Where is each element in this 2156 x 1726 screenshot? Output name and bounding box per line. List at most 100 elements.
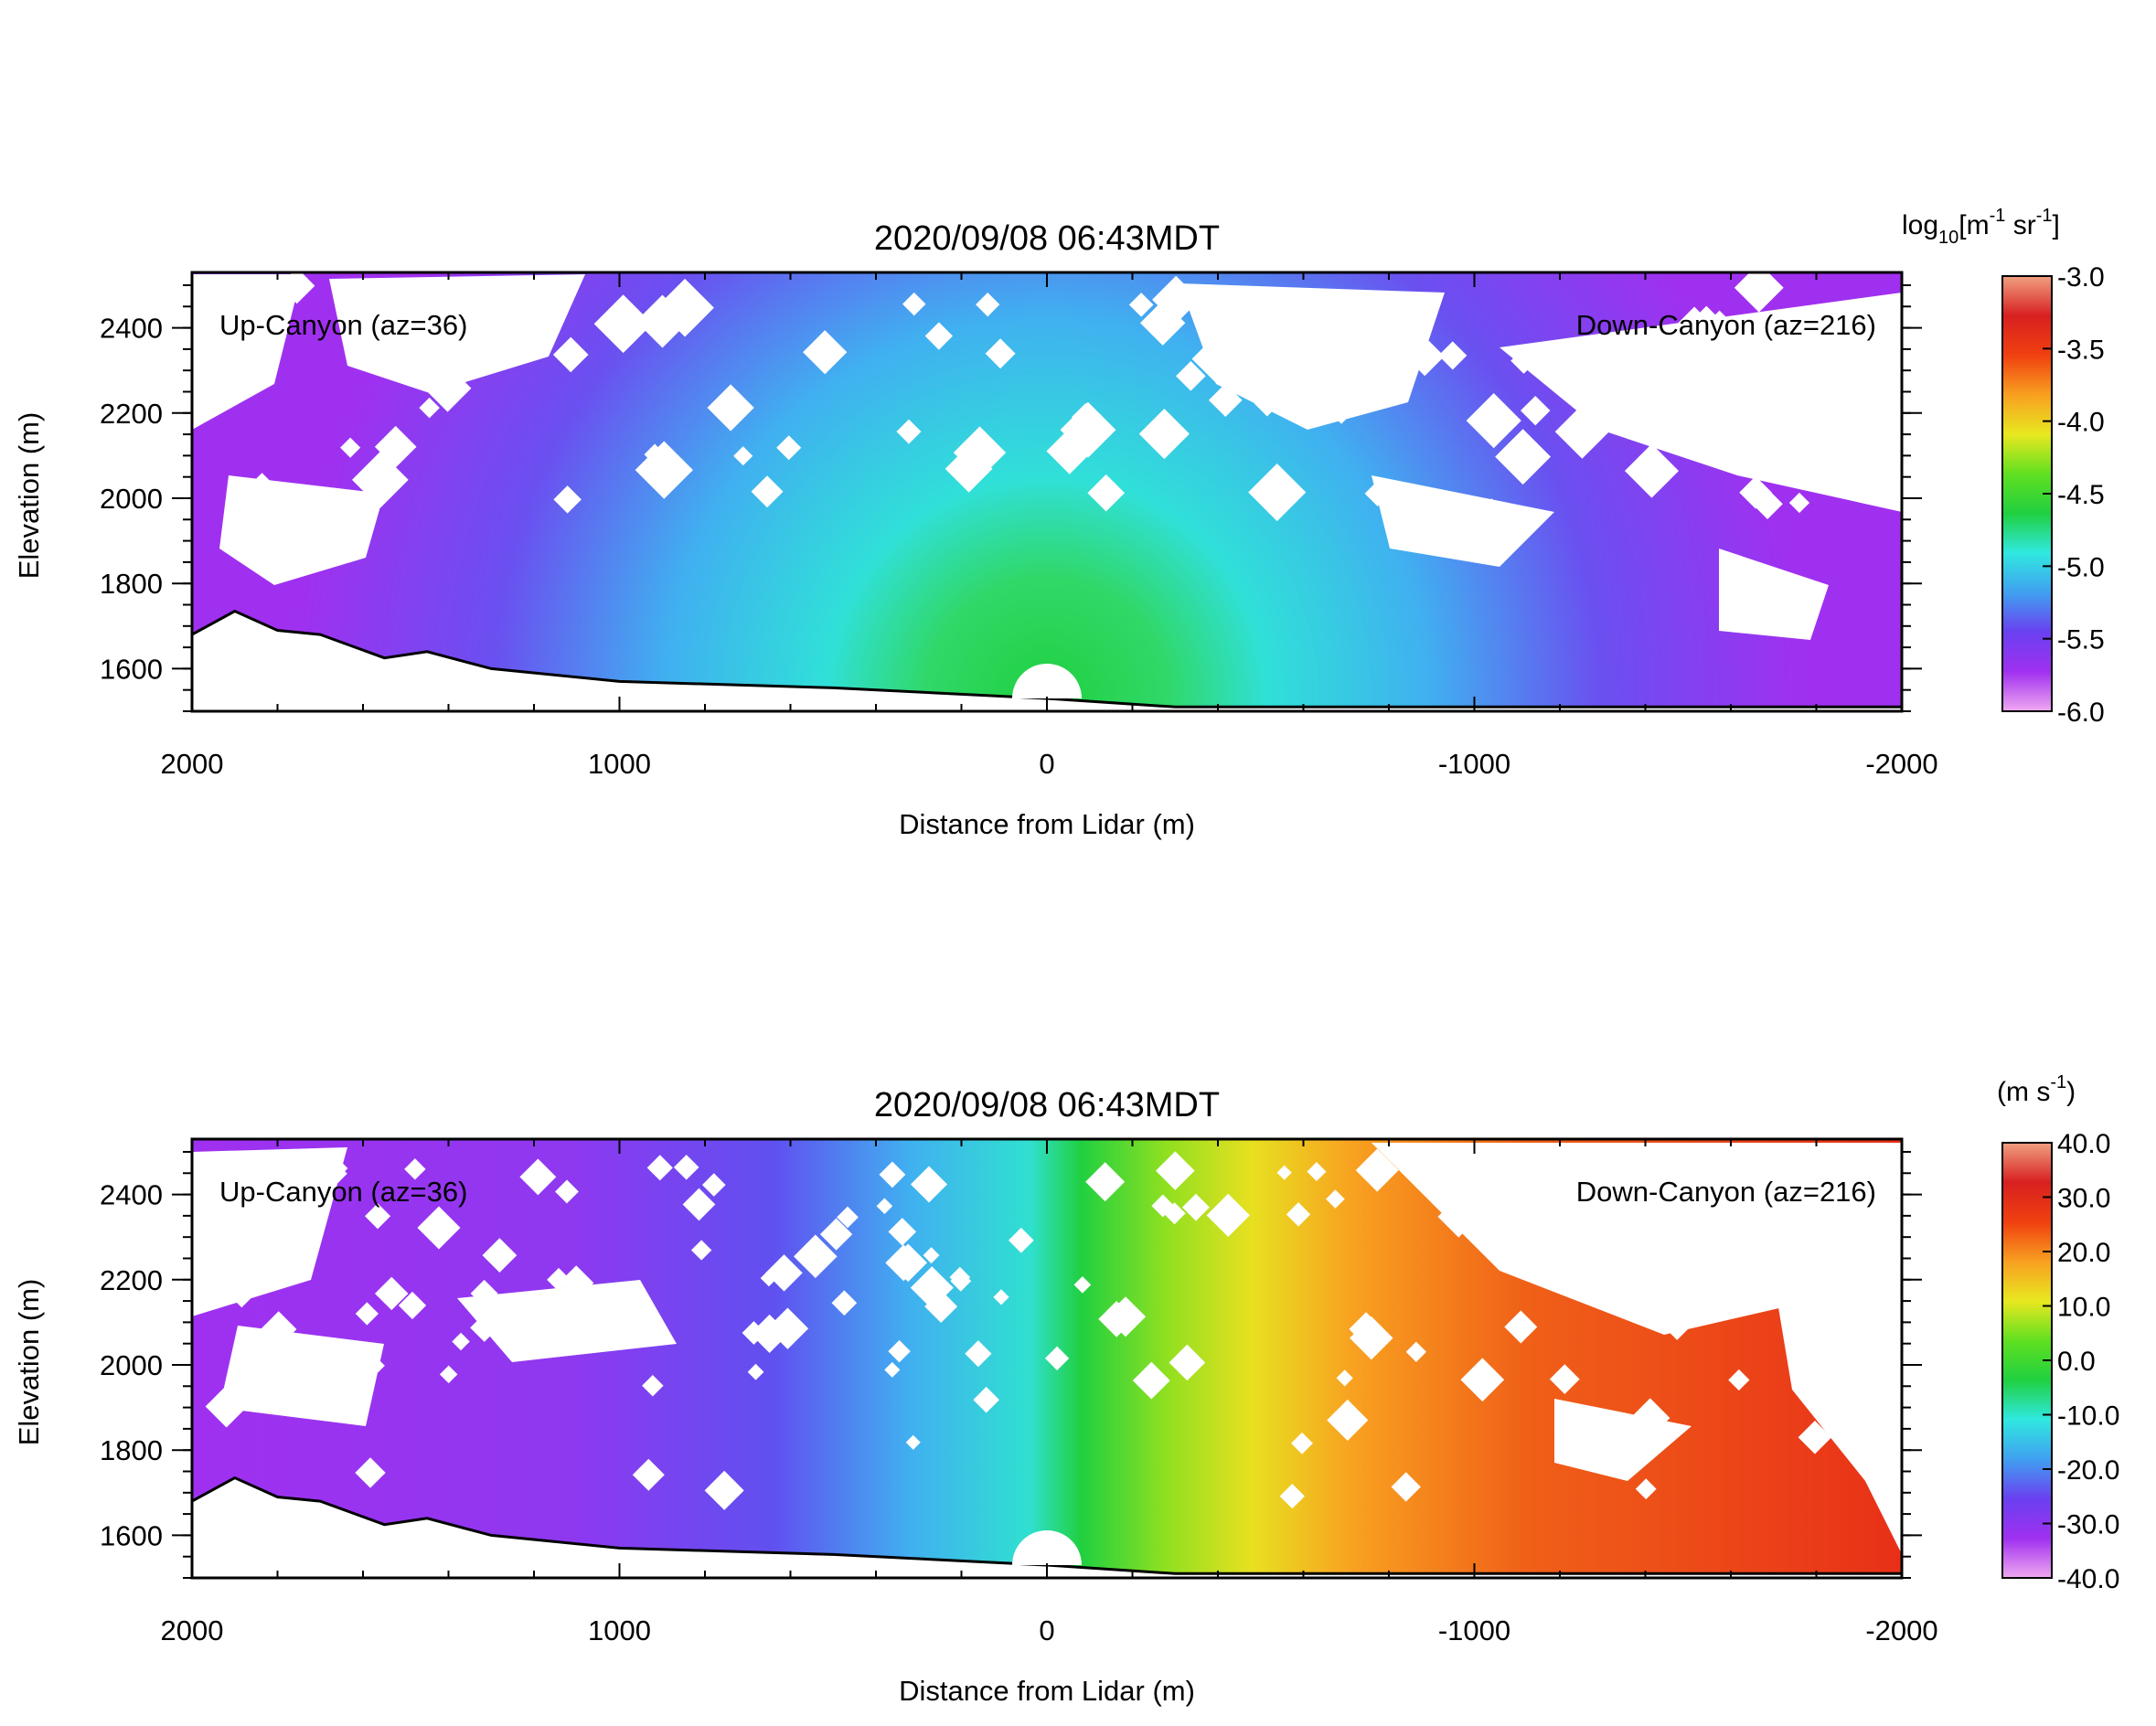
no-data-cell bbox=[673, 1155, 699, 1180]
no-data-region bbox=[457, 1280, 677, 1362]
no-data-cell bbox=[1286, 1202, 1311, 1227]
no-data-cell bbox=[1008, 1227, 1034, 1253]
no-data-cell bbox=[1405, 1341, 1427, 1362]
colorbar-tick-label: -20.0 bbox=[2057, 1455, 2119, 1486]
no-data-cell bbox=[632, 1458, 665, 1491]
no-data-cell bbox=[1206, 1193, 1250, 1238]
y-tick-label: 2000 bbox=[100, 1349, 163, 1381]
no-data-cell bbox=[375, 1276, 409, 1311]
no-data-cell bbox=[1349, 1312, 1383, 1347]
no-data-cell bbox=[279, 272, 315, 304]
no-data-cell bbox=[547, 1267, 571, 1292]
no-data-region bbox=[219, 1326, 384, 1426]
x-tick-label: 0 bbox=[1039, 748, 1054, 780]
backscatter-field bbox=[192, 272, 1902, 711]
x-tick-label: -2000 bbox=[1865, 1614, 1937, 1646]
y-tick-label: 1800 bbox=[100, 568, 163, 600]
no-data-cell bbox=[910, 1266, 954, 1310]
y-axis-label: Elevation (m) bbox=[13, 1279, 45, 1446]
x-tick-label: 2000 bbox=[161, 748, 224, 780]
no-data-cell bbox=[701, 1173, 726, 1197]
y-tick-label: 2400 bbox=[100, 1179, 163, 1211]
no-data-cell bbox=[374, 425, 417, 468]
no-data-cell bbox=[1336, 1369, 1353, 1387]
no-data-cell bbox=[423, 364, 472, 412]
no-data-cell bbox=[1169, 1344, 1206, 1381]
no-data-cell bbox=[1827, 1219, 1852, 1243]
colorbar-tick-label: -40.0 bbox=[2057, 1564, 2119, 1594]
no-data-cell bbox=[993, 1289, 1009, 1305]
panel-velocity: 2000 1000 0 -1000 -200016001800200022002400 … bbox=[13, 1072, 2119, 1707]
no-data-cell bbox=[1156, 1151, 1195, 1190]
no-data-cell bbox=[470, 293, 499, 323]
y-tick-label: 2000 bbox=[100, 483, 163, 515]
no-data-cell bbox=[1085, 1162, 1126, 1202]
no-data-cell bbox=[1635, 1478, 1657, 1500]
no-data-cell bbox=[1132, 1361, 1170, 1400]
velocity-field bbox=[192, 1139, 1902, 1578]
no-data-cell bbox=[766, 1307, 809, 1349]
no-data-cell bbox=[973, 1386, 999, 1413]
terrain-line bbox=[192, 609, 1902, 709]
no-data-cell bbox=[1355, 1148, 1399, 1192]
no-data-cell bbox=[1364, 480, 1391, 506]
no-data-cell bbox=[1504, 1310, 1538, 1344]
no-data-cell bbox=[1105, 1296, 1147, 1337]
no-data-cell bbox=[1460, 1358, 1505, 1402]
no-data-cell bbox=[776, 435, 802, 461]
colorbar-label: log10[m-1 sr-1] bbox=[1902, 206, 2060, 248]
no-data-cell bbox=[1788, 492, 1810, 514]
no-data-cell bbox=[1466, 392, 1521, 449]
no-data-cell bbox=[1850, 1348, 1880, 1377]
no-data-cell bbox=[1073, 1276, 1092, 1294]
no-data-cell bbox=[1307, 1162, 1327, 1182]
no-data-cell bbox=[1520, 395, 1551, 426]
x-tick-label: 0 bbox=[1039, 1614, 1054, 1646]
colorbar-tick-label: -3.0 bbox=[2057, 262, 2105, 293]
y-axis-label: Elevation (m) bbox=[13, 412, 45, 580]
lidar-blind-zone bbox=[1012, 1530, 1082, 1566]
panel-title: 2020/09/08 06:43MDT bbox=[874, 219, 1220, 258]
x-tick-label: 1000 bbox=[588, 1614, 651, 1646]
no-data-cell bbox=[1549, 1364, 1580, 1395]
no-data-cell bbox=[1734, 272, 1784, 313]
no-data-cell bbox=[1814, 1371, 1832, 1389]
no-data-cell bbox=[888, 1339, 911, 1363]
no-data-cell bbox=[733, 446, 753, 466]
no-data-cell bbox=[923, 1247, 940, 1264]
no-data-cell bbox=[642, 1374, 664, 1397]
no-data-cell bbox=[1248, 463, 1307, 522]
no-data-cell bbox=[976, 293, 1000, 317]
no-data-cell bbox=[593, 294, 653, 354]
no-data-cell bbox=[953, 426, 1007, 479]
y-tick-label: 1600 bbox=[100, 653, 163, 685]
no-data-cell bbox=[553, 485, 582, 514]
no-data-cell bbox=[1510, 347, 1537, 374]
no-data-cell bbox=[1138, 408, 1190, 460]
no-data-cell bbox=[439, 1365, 458, 1384]
no-data-cell bbox=[1766, 339, 1809, 383]
no-data-cell bbox=[635, 441, 693, 499]
colorbar-tick-label: 10.0 bbox=[2057, 1293, 2110, 1323]
backscatter-axes: 2000 1000 0 -1000 -2000 1600 1800 2000 2200 2400 bbox=[100, 271, 1938, 780]
colorbar-tick-label: 40.0 bbox=[2057, 1129, 2110, 1159]
y-tick-label: 2200 bbox=[100, 1264, 163, 1296]
no-data-cell bbox=[404, 1158, 426, 1180]
no-data-cell bbox=[751, 475, 784, 508]
no-data-cell bbox=[1276, 1165, 1292, 1180]
annotation-up-canyon: Up-Canyon (az=36) bbox=[219, 309, 467, 341]
y-tick-label: 2200 bbox=[100, 398, 163, 430]
no-data-cell bbox=[208, 298, 240, 330]
no-data-cell bbox=[945, 444, 993, 493]
no-data-cell bbox=[355, 1302, 379, 1326]
no-data-cell bbox=[1404, 336, 1445, 377]
no-data-cell bbox=[668, 459, 688, 480]
no-data-cell bbox=[646, 1155, 673, 1181]
no-data-region bbox=[329, 274, 585, 393]
no-data-cell bbox=[259, 1372, 282, 1395]
no-data-cell bbox=[1182, 1193, 1210, 1221]
no-data-cell bbox=[1737, 406, 1777, 446]
y-tick-label: 1600 bbox=[100, 1519, 163, 1551]
no-data-cell bbox=[457, 352, 477, 372]
no-data-cell bbox=[1659, 417, 1694, 453]
